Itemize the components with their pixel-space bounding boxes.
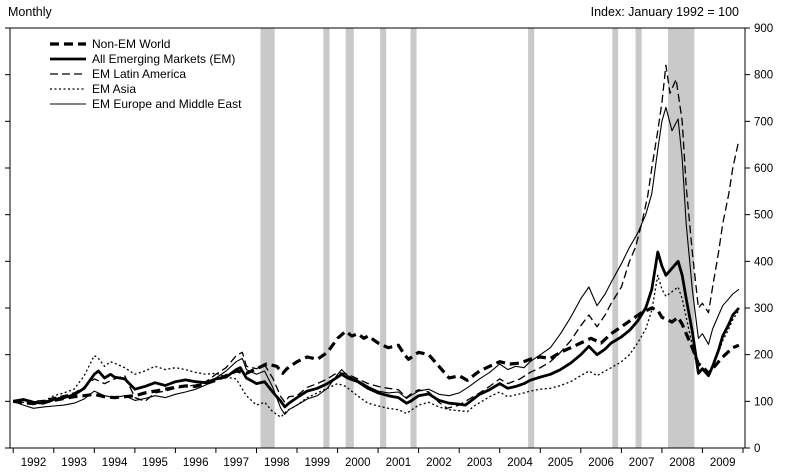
x-tick-label: 1999 xyxy=(305,457,331,469)
x-tick-label: 1996 xyxy=(183,457,209,469)
x-tick-label: 2000 xyxy=(345,457,371,469)
y-tick-label: 0 xyxy=(754,443,760,455)
y-tick-label: 500 xyxy=(754,210,773,222)
series-em-latin-america xyxy=(13,64,740,409)
x-tick-label: 1997 xyxy=(223,457,249,469)
series-all-emerging-markets-em- xyxy=(12,250,740,409)
x-tick-label: 1992 xyxy=(21,457,47,469)
y-tick-label: 100 xyxy=(754,396,773,408)
index-base-label: Index: January 1992 = 100 xyxy=(590,5,739,19)
frequency-label: Monthly xyxy=(8,5,52,19)
x-tick-label: 2001 xyxy=(386,457,412,469)
y-tick-label: 400 xyxy=(754,256,773,268)
x-tick-label: 2004 xyxy=(507,457,533,469)
x-tick-label: 2008 xyxy=(669,457,695,469)
legend-label: EM Latin America xyxy=(92,67,186,81)
x-tick-label: 2005 xyxy=(548,457,574,469)
x-tick-label: 1993 xyxy=(61,457,87,469)
x-tick-label: 2002 xyxy=(426,457,452,469)
series-em-europe-and-middle-east xyxy=(13,106,740,415)
y-tick-label: 700 xyxy=(754,116,773,128)
plot-frame xyxy=(9,27,746,449)
y-tick-label: 300 xyxy=(754,303,773,315)
y-tick-label: 200 xyxy=(754,350,773,362)
series-non-em-world xyxy=(12,306,740,406)
crisis-band xyxy=(410,28,417,448)
y-tick-label: 600 xyxy=(754,163,773,175)
x-tick-label: 2003 xyxy=(467,457,493,469)
x-tick-label: 2007 xyxy=(629,457,655,469)
crisis-band xyxy=(380,28,387,448)
crisis-band xyxy=(528,28,535,448)
x-tick-label: 1998 xyxy=(264,457,290,469)
legend-label: All Emerging Markets (EM) xyxy=(92,52,235,66)
crisis-band xyxy=(668,28,695,448)
crisis-band xyxy=(345,28,354,448)
x-tick-label: 1995 xyxy=(142,457,168,469)
x-tick-label: 2009 xyxy=(710,457,736,469)
legend-label: Non-EM World xyxy=(92,37,170,51)
crisis-band xyxy=(612,28,619,448)
y-tick-label: 900 xyxy=(754,23,773,35)
x-tick-label: 2006 xyxy=(588,457,614,469)
series-em-asia xyxy=(13,274,740,418)
x-tick-label: 1994 xyxy=(102,457,128,469)
crisis-band xyxy=(323,28,330,448)
legend-label: EM Asia xyxy=(92,82,136,96)
crisis-band xyxy=(260,28,275,448)
legend-label: EM Europe and Middle East xyxy=(92,97,242,111)
y-tick-label: 800 xyxy=(754,70,773,82)
